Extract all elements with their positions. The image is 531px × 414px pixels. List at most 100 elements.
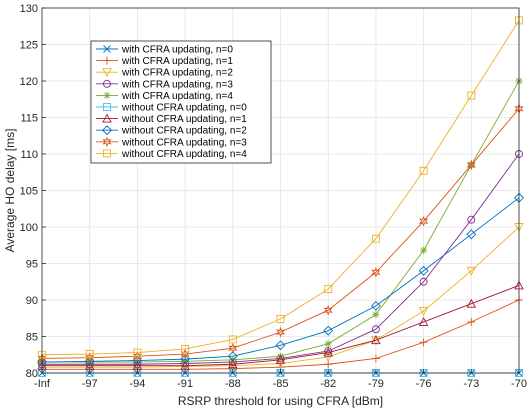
y-tick-label: 110 bbox=[20, 149, 38, 161]
legend-marker bbox=[102, 68, 112, 78]
y-tick-label: 100 bbox=[20, 222, 38, 234]
data-point bbox=[133, 348, 142, 357]
data-point bbox=[370, 300, 381, 311]
data-point bbox=[276, 315, 285, 323]
legend-label: with CFRA updating, n=0 bbox=[121, 45, 233, 56]
data-point bbox=[371, 335, 381, 345]
legend-item: without CFRA updating, n=4 bbox=[96, 149, 247, 160]
data-point bbox=[371, 325, 380, 334]
y-tick-label: 115 bbox=[20, 113, 38, 125]
legend-marker bbox=[103, 91, 111, 99]
data-point bbox=[418, 316, 429, 326]
x-tick-label: -82 bbox=[320, 378, 336, 390]
y-tick-label: 120 bbox=[20, 76, 38, 88]
data-point bbox=[418, 215, 429, 227]
legend-marker bbox=[102, 125, 112, 136]
y-tick-label: 105 bbox=[20, 186, 38, 198]
data-point bbox=[228, 359, 238, 369]
y-tick-label: 90 bbox=[26, 295, 38, 307]
data-point bbox=[85, 350, 94, 358]
data-point bbox=[228, 335, 237, 344]
legend-item: without CFRA updating, n=2 bbox=[96, 125, 247, 137]
data-point bbox=[227, 351, 238, 362]
x-tick-label: -70 bbox=[511, 378, 527, 390]
data-point bbox=[420, 246, 428, 254]
legend-marker bbox=[103, 79, 111, 88]
legend-marker bbox=[103, 45, 111, 53]
data-point bbox=[467, 317, 476, 326]
x-tick-label: -88 bbox=[225, 378, 241, 390]
x-tick-label: -85 bbox=[273, 378, 289, 390]
series-8 bbox=[37, 103, 524, 364]
x-tick-label: -94 bbox=[129, 378, 145, 390]
data-point bbox=[419, 277, 428, 286]
series-line bbox=[41, 108, 520, 359]
data-point bbox=[371, 266, 381, 278]
x-tick-label: -97 bbox=[82, 378, 98, 390]
legend-label: without CFRA updating, n=1 bbox=[121, 114, 247, 125]
legend-marker bbox=[103, 103, 111, 111]
legend-item: with CFRA updating, n=1 bbox=[96, 56, 233, 67]
data-point bbox=[275, 354, 286, 364]
y-tick-label: 95 bbox=[26, 259, 38, 271]
x-tick-label: -Inf bbox=[34, 378, 51, 390]
data-point bbox=[466, 266, 477, 276]
legend-marker bbox=[102, 113, 112, 123]
legend-label: without CFRA updating, n=3 bbox=[121, 137, 247, 148]
data-point bbox=[418, 307, 429, 316]
data-point bbox=[372, 311, 380, 319]
x-tick-label: -79 bbox=[368, 378, 384, 390]
legend-item: with CFRA updating, n=2 bbox=[96, 68, 233, 79]
y-tick-label: 80 bbox=[26, 368, 38, 380]
legend-label: with CFRA updating, n=2 bbox=[121, 68, 233, 79]
legend-item: without CFRA updating, n=1 bbox=[96, 113, 247, 125]
legend-item: without CFRA updating, n=0 bbox=[96, 103, 247, 114]
legend-marker bbox=[102, 136, 112, 148]
data-point bbox=[324, 285, 333, 293]
data-point bbox=[228, 342, 238, 354]
data-point bbox=[132, 355, 143, 366]
data-point bbox=[181, 344, 190, 353]
data-point bbox=[419, 338, 428, 347]
legend-box bbox=[90, 40, 272, 164]
data-point bbox=[323, 325, 334, 336]
legend-label: with CFRA updating, n=4 bbox=[121, 91, 233, 102]
legend-item: without CFRA updating, n=3 bbox=[96, 136, 247, 148]
legend-marker bbox=[103, 56, 111, 65]
data-point bbox=[323, 352, 333, 362]
x-tick-label: -73 bbox=[463, 378, 479, 390]
legend-label: with CFRA updating, n=3 bbox=[121, 79, 233, 90]
series-9 bbox=[38, 16, 523, 359]
series-line bbox=[42, 284, 520, 367]
data-point bbox=[418, 265, 429, 276]
data-point bbox=[323, 347, 333, 357]
x-tick-label: -91 bbox=[177, 378, 193, 390]
data-point bbox=[275, 340, 286, 351]
legend-label: without CFRA updating, n=4 bbox=[121, 149, 247, 160]
data-point bbox=[467, 215, 476, 224]
data-point bbox=[275, 326, 286, 338]
data-point bbox=[371, 354, 380, 363]
legend-label: without CFRA updating, n=0 bbox=[121, 103, 247, 114]
y-tick-label: 125 bbox=[20, 40, 38, 52]
series-layer bbox=[37, 16, 524, 377]
data-point bbox=[466, 159, 476, 171]
x-axis-label: RSRP threshold for using CFRA [dBm] bbox=[178, 394, 383, 408]
data-point bbox=[324, 340, 332, 348]
data-point bbox=[324, 347, 333, 356]
data-point bbox=[466, 229, 477, 240]
data-point bbox=[466, 298, 477, 308]
legend-marker bbox=[103, 149, 111, 158]
data-point bbox=[371, 234, 380, 243]
legend-item: with CFRA updating, n=4 bbox=[96, 91, 233, 102]
legend-label: without CFRA updating, n=2 bbox=[121, 126, 247, 137]
series-line bbox=[41, 197, 520, 363]
x-tick-label: -76 bbox=[416, 378, 432, 390]
y-axis-label: Average HO delay [ms] bbox=[3, 129, 17, 253]
data-point bbox=[467, 91, 476, 100]
y-tick-label: 130 bbox=[20, 3, 38, 15]
series-line bbox=[41, 20, 520, 356]
